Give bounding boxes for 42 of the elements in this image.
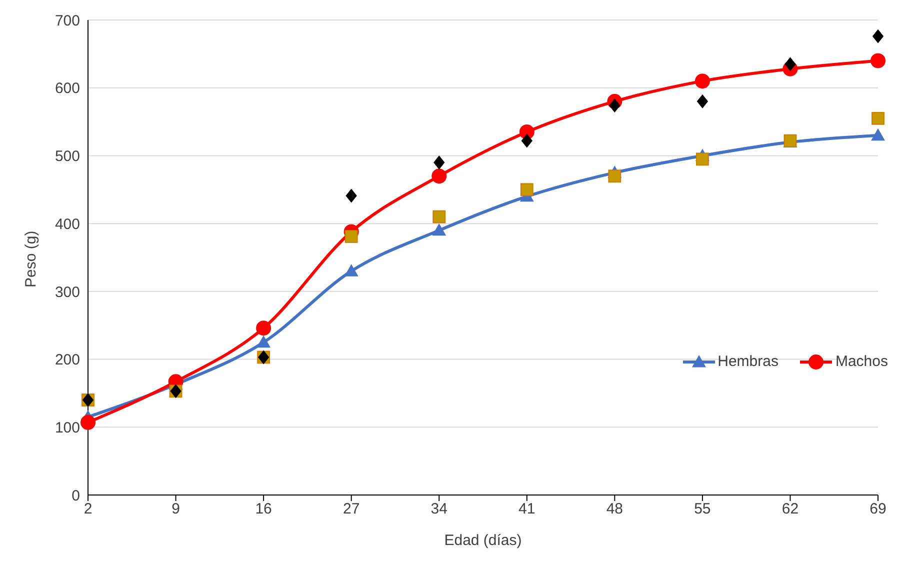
x-tick-label: 69 [870,500,886,518]
y-tick-label: 0 [72,487,80,504]
point [694,74,710,89]
point [609,98,620,112]
x-tick-label: 48 [606,500,624,518]
x-tick-label: 27 [342,500,360,518]
point [432,223,446,236]
x-tick-label: 2 [84,500,92,518]
y-tick-label: 100 [54,419,80,436]
y-tick-label: 200 [54,352,80,369]
point [784,57,796,72]
y-tick-label: 500 [54,148,80,166]
y-tick-label: 600 [54,80,80,98]
point [256,320,272,336]
point [80,414,96,430]
point [696,94,708,108]
legend-label: Hembras [718,353,778,370]
point [344,230,358,243]
point [872,29,884,44]
x-tick-label: 16 [255,500,272,518]
point [520,183,534,196]
point [432,210,446,224]
point [432,168,447,184]
x-tick-label: 34 [430,500,448,518]
point [434,156,445,170]
point [346,188,357,203]
point [872,112,884,125]
point [870,53,886,68]
point [521,134,532,148]
y-axis-title: Peso (g) [22,230,40,288]
y-tick-label: 300 [54,284,80,301]
x-tick-label: 41 [518,500,536,518]
x-tick-label: 62 [782,500,799,518]
x-tick-label: 9 [172,500,180,518]
y-tick-label: 700 [54,12,80,30]
point [256,335,271,348]
y-tick-label: 400 [54,216,80,233]
point [871,128,885,141]
x-tick-label: 55 [694,500,711,518]
point [344,264,358,276]
x-axis-title: Edad (días) [444,532,522,549]
legend-label: Machos [835,353,888,370]
